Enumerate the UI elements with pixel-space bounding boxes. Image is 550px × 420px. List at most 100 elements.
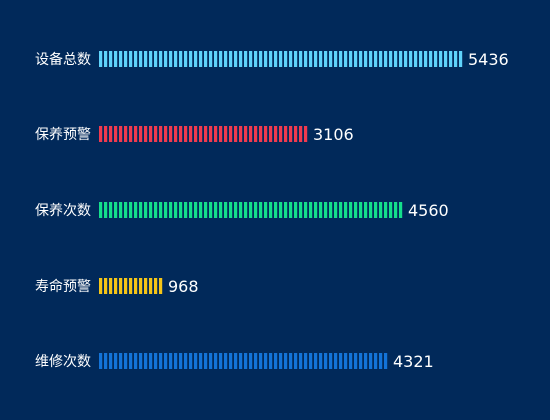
bar-segment xyxy=(189,202,193,218)
bar-segment xyxy=(429,51,433,67)
bar-segment xyxy=(119,353,123,369)
bar-segment xyxy=(99,126,103,142)
bar-segment xyxy=(139,278,143,294)
bar-segment xyxy=(334,353,338,369)
bar-segment xyxy=(239,202,243,218)
bar-segment xyxy=(219,353,223,369)
bar-segment xyxy=(294,51,298,67)
bar-segment xyxy=(199,353,203,369)
bar-segment xyxy=(329,202,333,218)
category-label: 保养预警 xyxy=(35,127,91,143)
bar-segment xyxy=(269,353,273,369)
bar-segment xyxy=(394,202,398,218)
value-label: 4321 xyxy=(393,352,434,371)
bar-segment xyxy=(304,126,308,142)
bar-segment xyxy=(289,353,293,369)
bar-segment xyxy=(259,51,263,67)
bar-segment xyxy=(379,202,383,218)
bar-segment xyxy=(264,126,268,142)
bar-segment xyxy=(329,51,333,67)
bar-segment xyxy=(134,353,138,369)
bar-segment xyxy=(114,126,118,142)
category-label: 寿命预警 xyxy=(35,278,91,295)
bar-segment xyxy=(414,51,418,67)
bar-segment xyxy=(339,353,343,369)
bar-row: 设备总数 5436 xyxy=(35,50,509,69)
bar-segment xyxy=(209,353,213,369)
bar-segment xyxy=(104,202,108,218)
bar-segment xyxy=(409,51,413,67)
bar-segment xyxy=(399,51,403,67)
bar-segment xyxy=(364,202,368,218)
bar-segment xyxy=(154,51,158,67)
bar-segment xyxy=(389,202,393,218)
bar-segment xyxy=(209,51,213,67)
bar-segment xyxy=(134,51,138,67)
bar-segment xyxy=(129,353,133,369)
bar-segment xyxy=(319,202,323,218)
bar-segment xyxy=(194,353,198,369)
value-label: 5436 xyxy=(468,50,509,69)
bar-segment xyxy=(384,202,388,218)
bar-segment xyxy=(114,202,118,218)
bar-segment xyxy=(224,353,228,369)
bar-segment xyxy=(309,202,313,218)
bar-segment xyxy=(309,353,313,369)
bar-segment xyxy=(289,51,293,67)
bar-segment xyxy=(269,51,273,67)
bar-segment xyxy=(249,51,253,67)
bar-segment xyxy=(234,353,238,369)
bar-segment xyxy=(119,126,123,142)
bar-segment xyxy=(219,202,223,218)
bar-segment xyxy=(114,353,118,369)
bar-segment xyxy=(109,202,113,218)
bar-segment xyxy=(174,202,178,218)
bar-segment xyxy=(179,202,183,218)
bar-segment xyxy=(299,126,303,142)
bar-segment xyxy=(209,202,213,218)
bar-segment xyxy=(339,202,343,218)
bar xyxy=(99,278,163,294)
bar-segment xyxy=(254,353,258,369)
bar-segment xyxy=(169,126,173,142)
bar-segment xyxy=(264,202,268,218)
bar-segment xyxy=(154,278,158,294)
bar-segment xyxy=(344,353,348,369)
bar-segment xyxy=(259,353,263,369)
bar-segment xyxy=(174,353,178,369)
bar-segment xyxy=(119,202,123,218)
category-label: 维修次数 xyxy=(35,354,91,370)
bar-segment xyxy=(139,202,143,218)
bar-segment xyxy=(334,51,338,67)
bar-segment xyxy=(324,51,328,67)
bar-segment xyxy=(269,126,273,142)
bar-segment xyxy=(249,126,253,142)
bar-segment xyxy=(199,51,203,67)
bar-segment xyxy=(374,353,378,369)
bar-segment xyxy=(194,51,198,67)
bar-segment xyxy=(304,353,308,369)
bar-segment xyxy=(184,126,188,142)
bar-segment xyxy=(454,51,458,67)
bar-segment xyxy=(149,202,153,218)
bar-segment xyxy=(104,353,108,369)
bar-segment xyxy=(394,51,398,67)
bar-segment xyxy=(104,126,108,142)
bar-segment xyxy=(244,51,248,67)
bar-segment xyxy=(184,202,188,218)
bar-segment xyxy=(219,51,223,67)
bar-segment xyxy=(384,51,388,67)
bar-segment xyxy=(369,353,373,369)
bar-segment xyxy=(279,51,283,67)
bar-segment xyxy=(334,202,338,218)
bar-segment xyxy=(319,51,323,67)
bar-segment xyxy=(194,202,198,218)
bar-segment xyxy=(294,126,298,142)
bar-segment xyxy=(289,126,293,142)
bar-segment xyxy=(109,353,113,369)
bar-segment xyxy=(244,353,248,369)
bar-segment xyxy=(299,51,303,67)
bar-segment xyxy=(254,126,258,142)
bar-segment xyxy=(244,202,248,218)
